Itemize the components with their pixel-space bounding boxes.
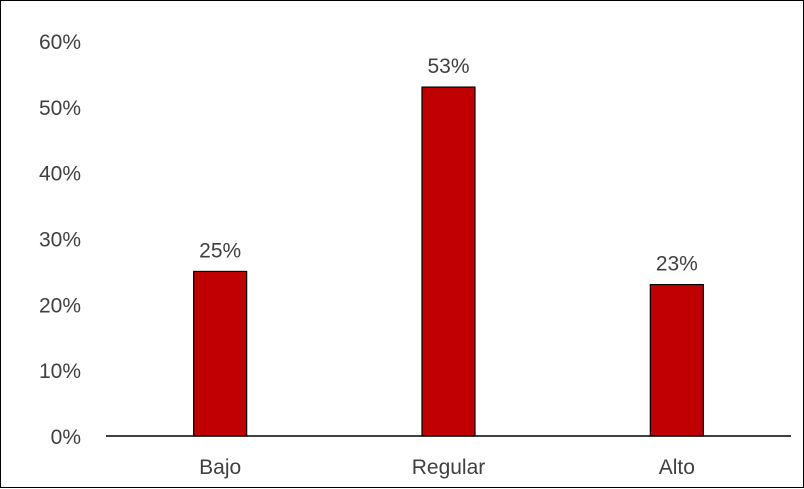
x-tick-label-regular: Regular [412, 456, 486, 479]
data-labels: 25% 53% 23% [199, 55, 698, 276]
x-axis-category-labels: Bajo Regular Alto [199, 456, 695, 479]
y-tick-label: 30% [39, 229, 81, 252]
x-tick-label-bajo: Bajo [199, 456, 241, 479]
bar-alto [649, 283, 704, 437]
y-axis-tick-labels: 0% 10% 20% 30% 40% 50% 60% [39, 31, 81, 449]
y-tick-label: 50% [39, 97, 81, 120]
bar-regular [421, 86, 476, 437]
y-tick-label: 60% [39, 31, 81, 54]
y-tick-label: 10% [39, 360, 81, 383]
y-tick-label: 0% [51, 426, 81, 449]
x-tick-label-alto: Alto [659, 456, 695, 479]
data-label-alto: 23% [656, 253, 698, 276]
data-label-bajo: 25% [199, 239, 241, 262]
y-tick-label: 40% [39, 163, 81, 186]
bar-bajo [193, 270, 248, 437]
bars [193, 86, 704, 437]
y-tick-label: 20% [39, 294, 81, 317]
data-label-regular: 53% [427, 55, 469, 78]
